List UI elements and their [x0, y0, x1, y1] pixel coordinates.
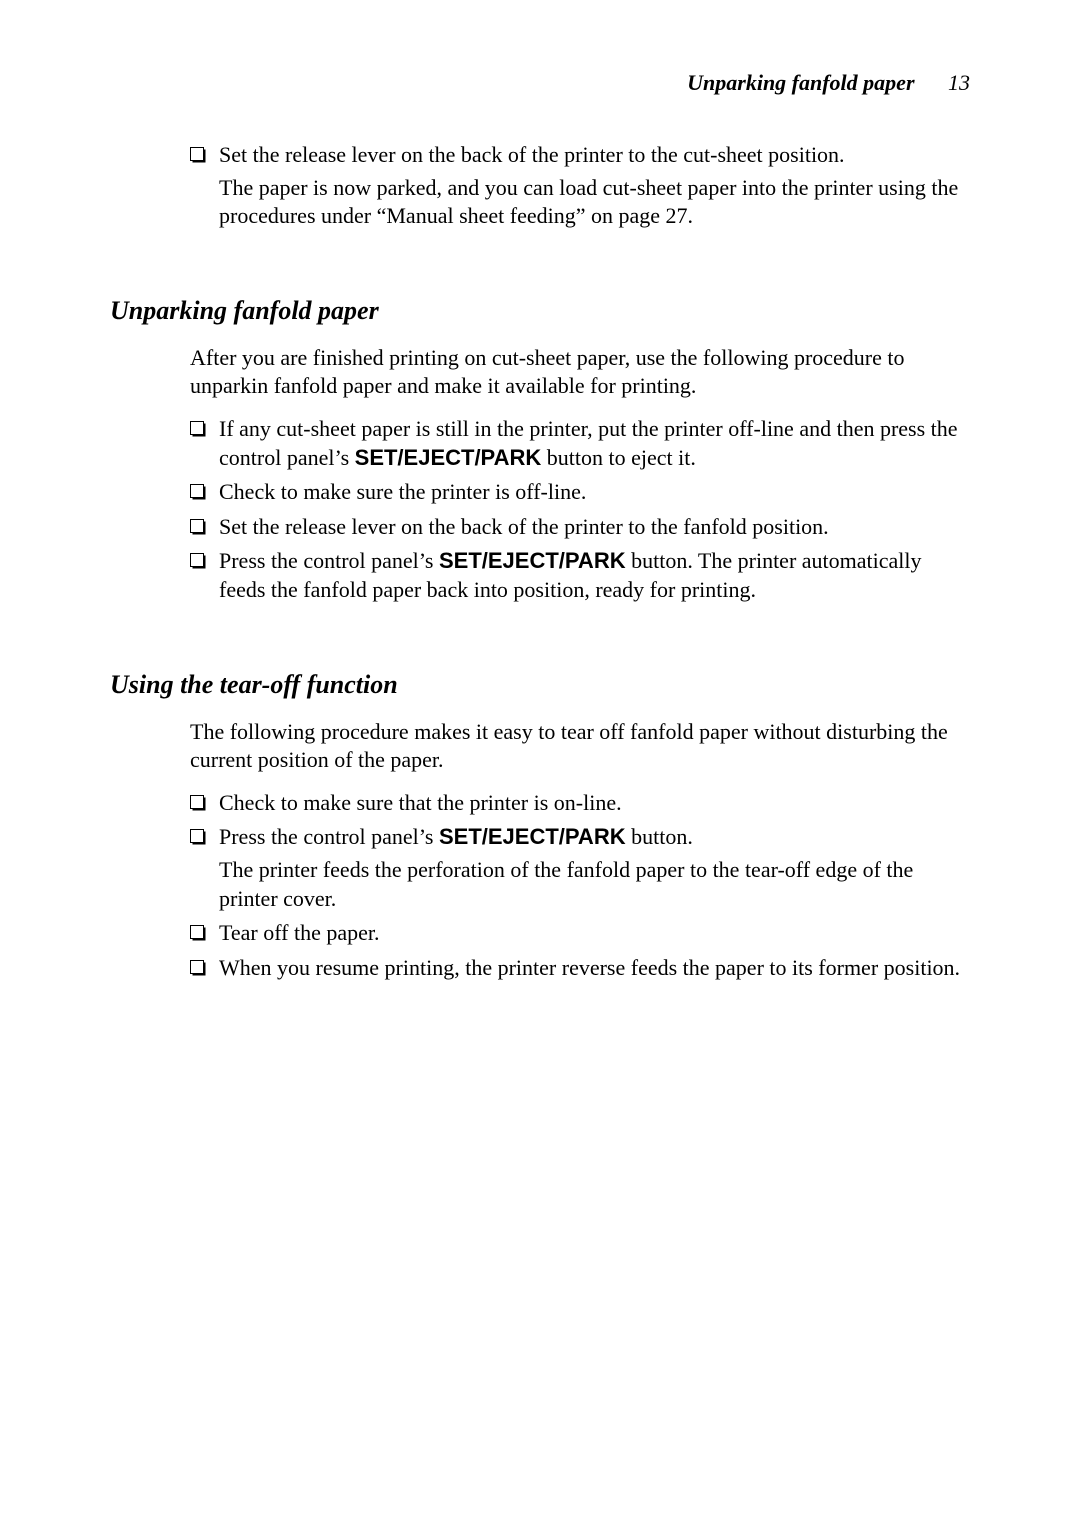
bullet-text: Check to make sure that the printer is o…	[219, 789, 622, 818]
list-item: When you resume printing, the printer re…	[190, 954, 970, 983]
checkbox-icon	[190, 421, 207, 443]
list-item: Press the control panel’s SET/EJECT/PARK…	[190, 547, 970, 604]
text-pre: Press the control panel’s	[219, 824, 439, 849]
text-bold: SET/EJECT/PARK	[355, 445, 542, 470]
checkbox-icon	[190, 829, 207, 851]
checkbox-icon	[190, 147, 207, 169]
checkbox-icon	[190, 925, 207, 947]
page-header: Unparking fanfold paper 13	[110, 70, 970, 96]
section-intro: After you are finished printing on cut-s…	[190, 344, 970, 401]
list-item: Set the release lever on the back of the…	[190, 513, 970, 542]
checkbox-icon	[190, 553, 207, 575]
bullet-text: Press the control panel’s SET/EJECT/PARK…	[219, 547, 970, 604]
section-heading: Unparking fanfold paper	[110, 296, 970, 326]
header-title: Unparking fanfold paper	[687, 70, 914, 95]
bullet-text: When you resume printing, the printer re…	[219, 954, 960, 983]
bullet-text: Check to make sure the printer is off-li…	[219, 478, 586, 507]
bullet-text: If any cut-sheet paper is still in the p…	[219, 415, 970, 472]
checkbox-icon	[190, 519, 207, 541]
checkbox-icon	[190, 484, 207, 506]
text-post: button to eject it.	[541, 445, 696, 470]
bullet-text: Press the control panel’s SET/EJECT/PARK…	[219, 823, 970, 852]
list-item: Check to make sure the printer is off-li…	[190, 478, 970, 507]
checkbox-icon	[190, 795, 207, 817]
list-item: If any cut-sheet paper is still in the p…	[190, 415, 970, 472]
section-heading: Using the tear-off function	[110, 670, 970, 700]
top-continuation-block: Set the release lever on the back of the…	[190, 141, 970, 231]
bullet-content: Set the release lever on the back of the…	[219, 141, 970, 231]
list-item: Press the control panel’s SET/EJECT/PARK…	[190, 823, 970, 913]
list-item: Tear off the paper.	[190, 919, 970, 948]
section-intro: The following procedure makes it easy to…	[190, 718, 970, 775]
bullet-subtext: The printer feeds the perforation of the…	[219, 856, 970, 913]
section-body: The following procedure makes it easy to…	[190, 718, 970, 983]
bullet-content: Press the control panel’s SET/EJECT/PARK…	[219, 823, 970, 913]
list-item: Set the release lever on the back of the…	[190, 141, 970, 231]
page-container: Unparking fanfold paper 13 Set the relea…	[0, 0, 1080, 982]
checkbox-icon	[190, 960, 207, 982]
section-body: After you are finished printing on cut-s…	[190, 344, 970, 605]
bullet-text: Set the release lever on the back of the…	[219, 141, 970, 170]
bullet-text: Tear off the paper.	[219, 919, 380, 948]
text-bold: SET/EJECT/PARK	[439, 824, 626, 849]
text-pre: Press the control panel’s	[219, 548, 439, 573]
bullet-text: Set the release lever on the back of the…	[219, 513, 829, 542]
list-item: Check to make sure that the printer is o…	[190, 789, 970, 818]
bullet-subtext: The paper is now parked, and you can loa…	[219, 174, 970, 231]
text-post: button.	[626, 824, 693, 849]
header-page-number: 13	[948, 70, 970, 95]
text-bold: SET/EJECT/PARK	[439, 548, 626, 573]
